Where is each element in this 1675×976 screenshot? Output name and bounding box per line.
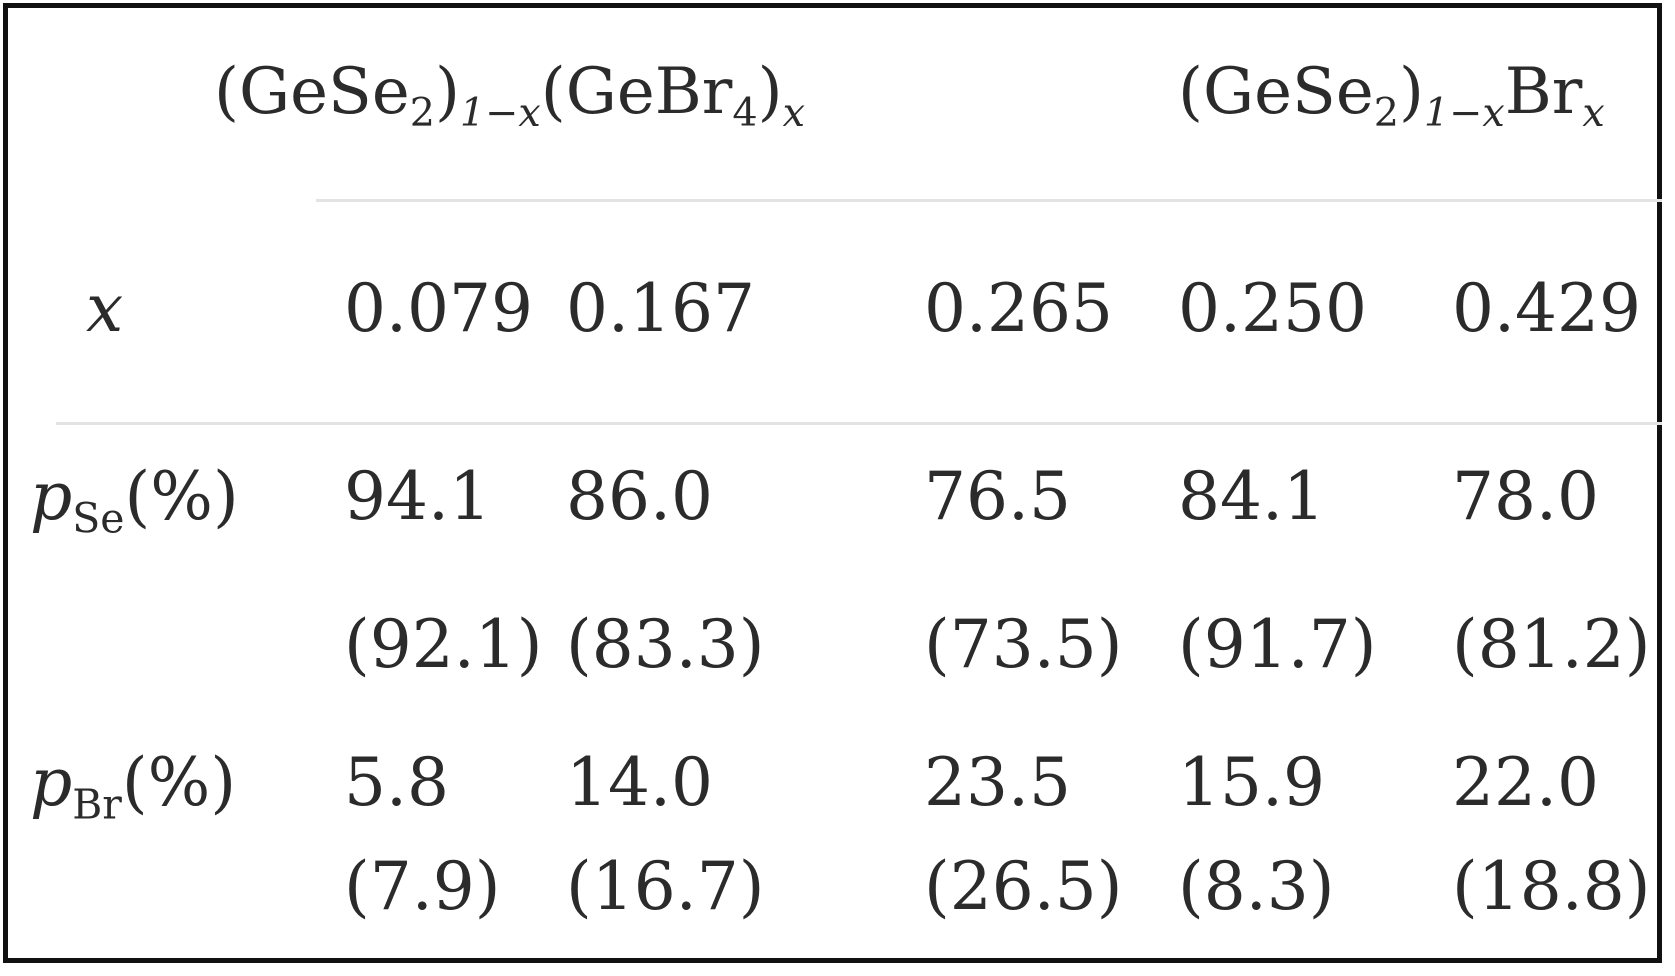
header-rule [316, 199, 1662, 202]
row-rule [56, 422, 1662, 425]
table-cell: 5.8 [344, 744, 449, 821]
table-cell-paren: (26.5) [924, 848, 1123, 925]
group-header-subscript: 2 [409, 90, 435, 137]
group-header-subscript: 4 [732, 90, 758, 137]
table-cell: 23.5 [924, 744, 1071, 821]
row-label-pse: pSe(%) [30, 464, 239, 539]
row-label-symbol: p [30, 744, 73, 821]
group-header-subscript: 2 [1373, 90, 1399, 137]
table-cell-paren: (8.3) [1178, 848, 1335, 925]
table-cell: 0.429 [1452, 270, 1641, 347]
group-header-text: ) [1398, 55, 1424, 129]
table-frame [3, 3, 1662, 963]
group-header-subscript: x [782, 90, 805, 137]
table-cell: 76.5 [924, 458, 1071, 535]
group-header-gebr4: (GeSe2)1−x(GeBr4)x [214, 60, 805, 134]
table-cell: 86.0 [566, 458, 713, 535]
row-label-pbr: pBr(%) [30, 750, 236, 825]
row-label-unit: (%) [121, 744, 237, 821]
group-header-subscript: 1−x [1423, 90, 1505, 137]
group-header-text: (GeSe [214, 55, 410, 129]
table-cell: 94.1 [344, 458, 491, 535]
table-cell: 15.9 [1178, 744, 1325, 821]
table-cell-paren: (7.9) [344, 848, 501, 925]
group-header-text: ) [434, 55, 460, 129]
row-label-x: x [86, 270, 124, 347]
table-cell: 22.0 [1452, 744, 1599, 821]
group-header-subscript: 1−x [459, 90, 541, 137]
table-cell-paren: (83.3) [566, 606, 765, 683]
row-label-symbol: p [30, 458, 73, 535]
table-cell-paren: (16.7) [566, 848, 765, 925]
table-cell-paren: (91.7) [1178, 606, 1377, 683]
group-header-text: (GeBr [540, 55, 733, 129]
table-cell: 78.0 [1452, 458, 1599, 535]
row-label-subscript: Br [72, 780, 122, 829]
table-cell: 0.265 [924, 270, 1113, 347]
group-header-br: (GeSe2)1−xBrx [1178, 60, 1605, 134]
table-cell: 0.167 [566, 270, 755, 347]
group-header-text: ) [757, 55, 783, 129]
group-header-text: Br [1504, 55, 1583, 129]
row-label-unit: (%) [124, 458, 239, 535]
group-header-text: (GeSe [1178, 55, 1374, 129]
group-header-subscript: x [1582, 90, 1605, 137]
row-label-subscript: Se [72, 494, 125, 543]
table-cell: 0.079 [344, 270, 533, 347]
table-cell-paren: (81.2) [1452, 606, 1651, 683]
table-cell: 0.250 [1178, 270, 1367, 347]
table-cell-paren: (73.5) [924, 606, 1123, 683]
table-cell: 84.1 [1178, 458, 1325, 535]
table-cell-paren: (92.1) [344, 606, 543, 683]
table-cell-paren: (18.8) [1452, 848, 1651, 925]
table-cell: 14.0 [566, 744, 713, 821]
